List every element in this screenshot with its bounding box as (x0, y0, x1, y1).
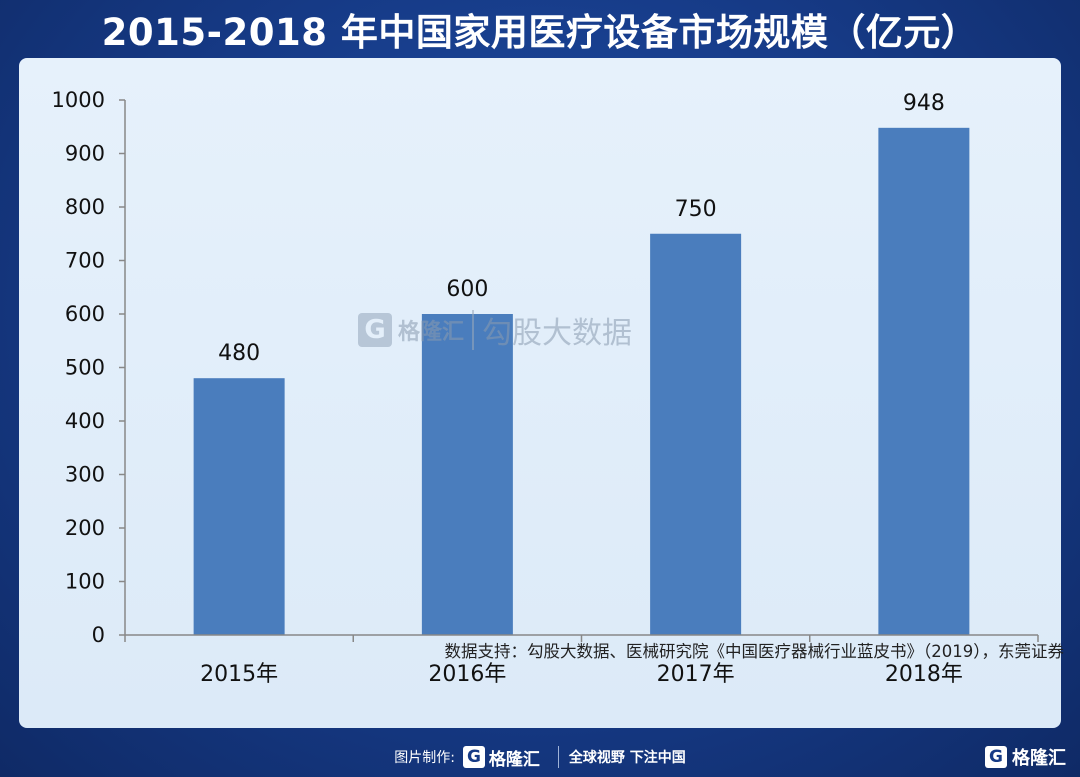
y-tick-label: 500 (65, 356, 105, 380)
corner-brand: 格隆汇 (1012, 748, 1066, 769)
watermark-text: 勾股大数据 (482, 316, 633, 351)
y-tick-label: 0 (92, 623, 105, 647)
footer-logo-icon: G (462, 746, 485, 768)
data-label: 600 (446, 277, 488, 302)
watermark-divider (472, 310, 475, 350)
data-label: 480 (218, 341, 260, 366)
x-tick-label: 2018年 (885, 662, 963, 687)
y-tick-label: 100 (65, 570, 105, 594)
x-axis: 2015年 2016年 2017年 2018年 (124, 634, 1039, 687)
footer: 图片制作: G 格隆汇 全球视野 下注中国 (0, 737, 1080, 777)
bar-2018年 (878, 127, 970, 635)
footer-divider (557, 746, 559, 768)
watermark-logo-icon: G (358, 313, 392, 347)
x-tick-label: 2016年 (428, 662, 506, 687)
x-tick-label: 2015年 (200, 662, 278, 687)
watermark-brand: 格隆汇 (398, 320, 465, 345)
y-tick-label: 800 (65, 195, 105, 219)
y-tick-label: 700 (65, 249, 105, 273)
chart-title: 2015-2018 年中国家用医疗设备市场规模（亿元） (101, 11, 979, 54)
y-tick-label: 400 (65, 409, 105, 433)
data-label: 948 (903, 91, 945, 116)
y-tick-label: 600 (65, 302, 105, 326)
bar-2016年 (421, 314, 513, 635)
y-tick-label: 200 (65, 516, 105, 540)
footer-logo: G 格隆汇 (462, 745, 540, 770)
footer-slogan: 全球视野 下注中国 (568, 750, 686, 766)
bars: 480 600 750 948 (193, 91, 970, 635)
y-tick-label: 900 (65, 142, 105, 166)
y-tick-label: 300 (65, 463, 105, 487)
corner-logo-icon: G (985, 746, 1007, 768)
bar-2015年 (193, 378, 285, 635)
watermark: G 格隆汇 勾股大数据 (358, 308, 632, 352)
y-axis: 0 100 200 300 400 500 600 700 800 900 1000 (52, 88, 126, 647)
y-tick-label: 1000 (52, 88, 105, 112)
footer-brand: 格隆汇 (488, 749, 540, 770)
data-label: 750 (675, 197, 717, 222)
data-source: 数据支持：勾股大数据、医械研究院《中国医疗器械行业蓝皮书》（2019），东莞证券 (444, 642, 1065, 661)
footer-made-by: 图片制作: (394, 750, 455, 766)
x-tick-label: 2017年 (657, 662, 735, 687)
bar-2017年 (650, 233, 742, 635)
corner-logo: G 格隆汇 (985, 744, 1066, 770)
